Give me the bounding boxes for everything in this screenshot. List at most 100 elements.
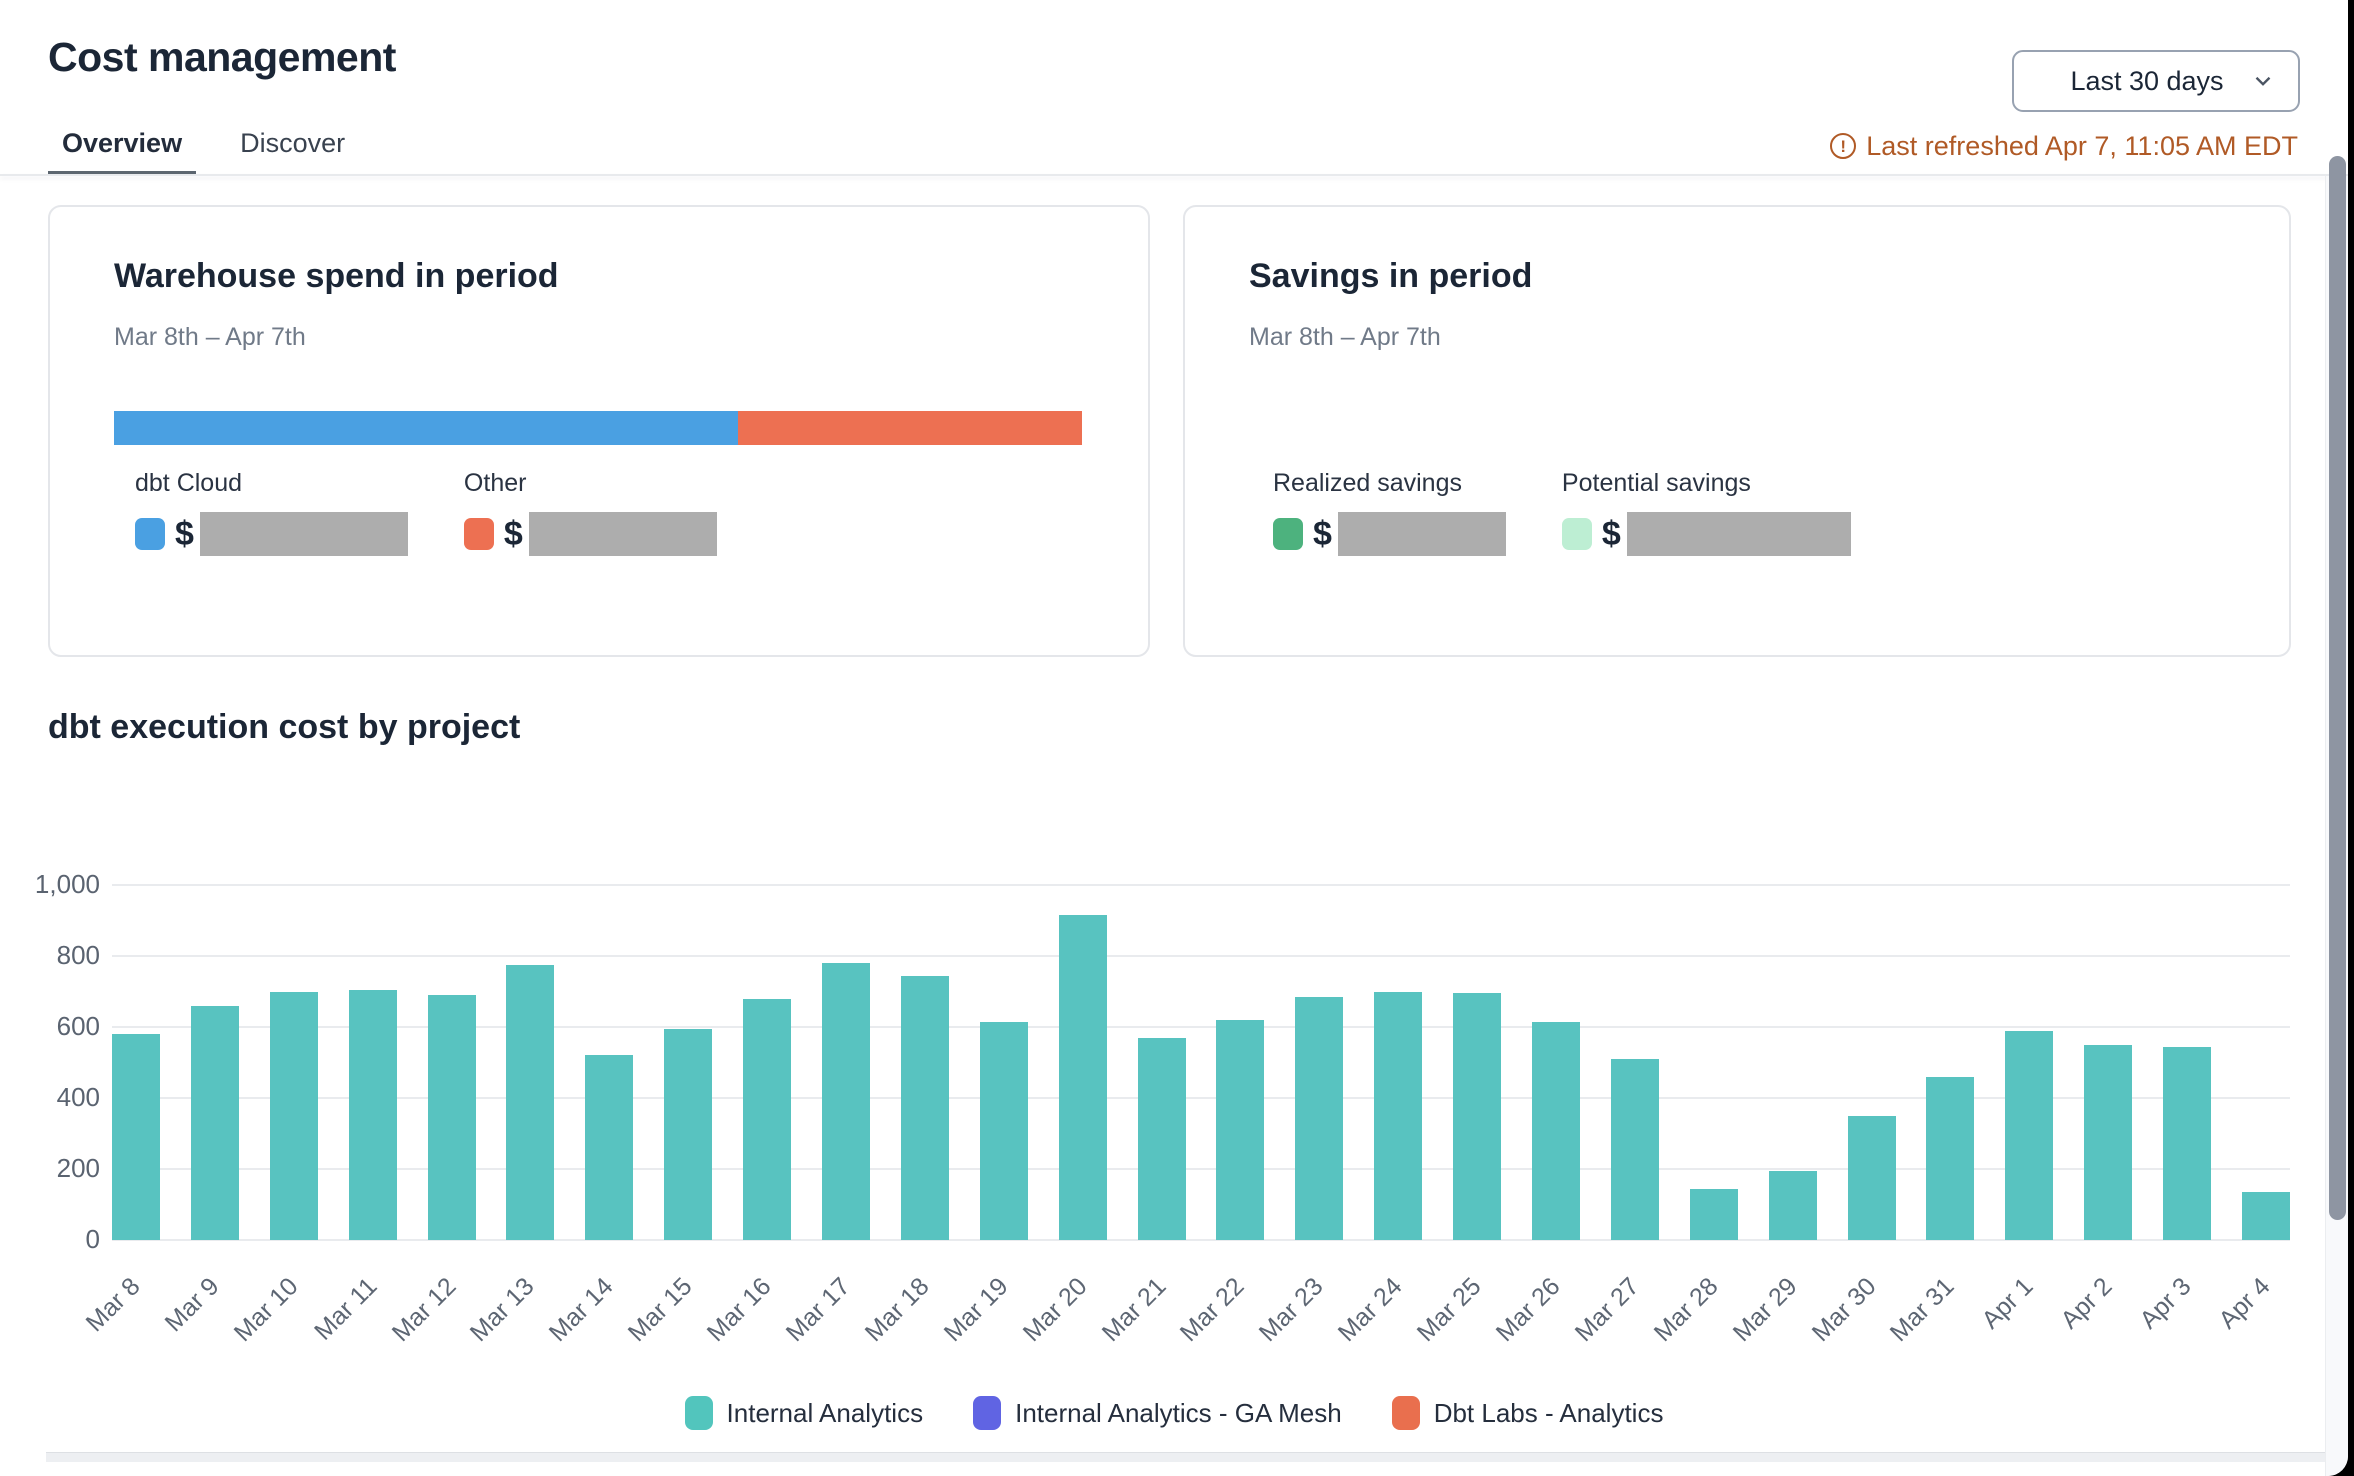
tab-discover[interactable]: Discover <box>240 128 346 158</box>
bar-mar-31 <box>1926 1076 1975 1240</box>
bar-apr-2 <box>2084 1044 2133 1240</box>
stacked-bar-segment-other <box>738 411 1082 445</box>
x-tick-label: Mar 16 <box>701 1272 777 1348</box>
redacted-value <box>1337 512 1506 556</box>
bar-mar-30 <box>1847 1115 1896 1240</box>
legend-swatch <box>1391 1396 1420 1430</box>
y-tick-label: 400 <box>56 1082 100 1112</box>
gridline <box>112 884 2290 886</box>
bar-mar-26 <box>1532 1021 1580 1240</box>
savings-daterange: Mar 8th – Apr 7th <box>1249 323 1441 351</box>
gridline <box>112 1097 2290 1099</box>
x-tick-label: Mar 17 <box>780 1272 856 1348</box>
last-refreshed-status: ! Last refreshed Apr 7, 11:05 AM EDT <box>1830 128 2298 164</box>
x-tick-label: Mar 8 <box>80 1272 146 1338</box>
last-refreshed-text: Last refreshed Apr 7, 11:05 AM EDT <box>1866 130 2298 161</box>
bar-mar-14 <box>585 1055 634 1240</box>
legend-label: Internal Analytics <box>726 1397 924 1428</box>
chart-section-title: dbt execution cost by project <box>48 708 521 746</box>
other-swatch <box>463 518 494 550</box>
chart-legend-item-internal-analytics-ga-mesh: Internal Analytics - GA Mesh <box>973 1396 1342 1430</box>
execution-cost-chart <box>112 884 2290 1241</box>
legend-item-potential-savings: Potential savings $ <box>1561 469 1851 556</box>
savings-card: Savings in period Mar 8th – Apr 7th Real… <box>1183 205 2291 657</box>
y-tick-label: 200 <box>56 1153 100 1183</box>
legend-swatch <box>973 1396 1002 1430</box>
realized-savings-swatch <box>1273 518 1303 550</box>
chart-legend: Internal Analytics Internal Analytics - G… <box>0 1396 2348 1430</box>
x-tick-label: Mar 9 <box>159 1272 225 1338</box>
bar-mar-29 <box>1768 1170 1817 1240</box>
warehouse-spend-card: Warehouse spend in period Mar 8th – Apr … <box>48 205 1150 657</box>
bar-mar-11 <box>348 989 397 1240</box>
bar-apr-4 <box>2242 1192 2290 1240</box>
bar-mar-12 <box>427 995 476 1240</box>
redacted-value <box>528 512 717 556</box>
bar-apr-1 <box>2005 1030 2054 1240</box>
gridline <box>112 1168 2290 1170</box>
horizontal-scrollbar-track[interactable] <box>46 1452 2325 1462</box>
x-tick-label: Apr 3 <box>2134 1272 2197 1335</box>
tabbar-divider <box>0 174 2348 176</box>
bar-mar-25 <box>1453 993 1502 1240</box>
currency-symbol: $ <box>1601 514 1621 553</box>
x-tick-label: Mar 25 <box>1411 1272 1487 1348</box>
chart-x-axis: Mar 8 Mar 9 Mar 10 Mar 11 Mar 12 Mar 13 Mar 14… <box>81 1252 2290 1352</box>
bar-mar-23 <box>1295 996 1344 1240</box>
legend-label: Internal Analytics - GA Mesh <box>1015 1397 1342 1428</box>
bar-mar-19 <box>979 1021 1028 1240</box>
y-tick-label: 600 <box>56 1011 100 1041</box>
bar-mar-28 <box>1689 1188 1738 1240</box>
legend-item-realized-savings: Realized savings $ <box>1273 469 1506 556</box>
stacked-bar-segment-dbt-cloud <box>114 411 739 445</box>
y-tick-label: 0 <box>85 1224 100 1254</box>
warehouse-spend-title: Warehouse spend in period <box>114 257 559 295</box>
y-tick-label: 800 <box>56 940 100 970</box>
x-tick-label: Apr 4 <box>2213 1272 2276 1335</box>
legend-item-dbt-cloud: dbt Cloud $ <box>135 469 408 556</box>
bar-mar-27 <box>1610 1058 1659 1240</box>
warehouse-spend-legend: dbt Cloud $ Other $ <box>135 469 773 556</box>
bar-mar-15 <box>664 1028 713 1240</box>
x-tick-label: Mar 26 <box>1490 1272 1566 1348</box>
warehouse-spend-daterange: Mar 8th – Apr 7th <box>114 323 306 351</box>
date-range-select[interactable]: Last 30 days <box>2012 50 2300 112</box>
legend-label: Other <box>463 469 527 497</box>
legend-item-other: Other $ <box>463 469 717 556</box>
alert-circle-icon: ! <box>1830 133 1857 159</box>
bar-mar-20 <box>1058 915 1107 1240</box>
tab-bar: Overview Discover <box>48 116 359 176</box>
redacted-value <box>199 512 408 556</box>
tab-overview[interactable]: Overview <box>48 116 197 176</box>
bar-mar-18 <box>900 975 949 1240</box>
bar-mar-17 <box>822 963 870 1240</box>
dbt-cloud-swatch <box>135 518 165 550</box>
redacted-value <box>1626 512 1851 556</box>
gridline <box>112 1239 2290 1241</box>
bar-mar-8 <box>112 1034 160 1240</box>
currency-symbol: $ <box>1313 514 1332 553</box>
bar-mar-9 <box>190 1005 239 1240</box>
y-tick-label: 1,000 <box>34 869 100 899</box>
savings-legend: Realized savings $ Potential savings $ <box>1273 469 1907 556</box>
legend-label: dbt Cloud <box>135 469 243 497</box>
chart-legend-item-internal-analytics: Internal Analytics <box>684 1396 924 1430</box>
legend-swatch <box>684 1396 713 1430</box>
bar-apr-3 <box>2163 1046 2212 1240</box>
warehouse-spend-stacked-bar <box>114 411 1082 445</box>
legend-label: Potential savings <box>1561 469 1751 497</box>
gridline <box>112 1026 2290 1028</box>
gridline <box>112 955 2290 957</box>
savings-title: Savings in period <box>1249 257 1533 295</box>
date-range-value: Last 30 days <box>2070 65 2224 96</box>
legend-label: Realized savings <box>1273 469 1462 497</box>
bar-mar-16 <box>743 998 792 1240</box>
chart-legend-item-dbt-labs-analytics: Dbt Labs - Analytics <box>1391 1396 1663 1430</box>
x-tick-label: Mar 18 <box>859 1272 935 1348</box>
bar-mar-21 <box>1137 1037 1186 1240</box>
potential-savings-swatch <box>1561 518 1592 550</box>
currency-symbol: $ <box>503 514 523 553</box>
bar-mar-13 <box>506 964 555 1240</box>
vertical-scrollbar-thumb[interactable] <box>2329 156 2346 1220</box>
